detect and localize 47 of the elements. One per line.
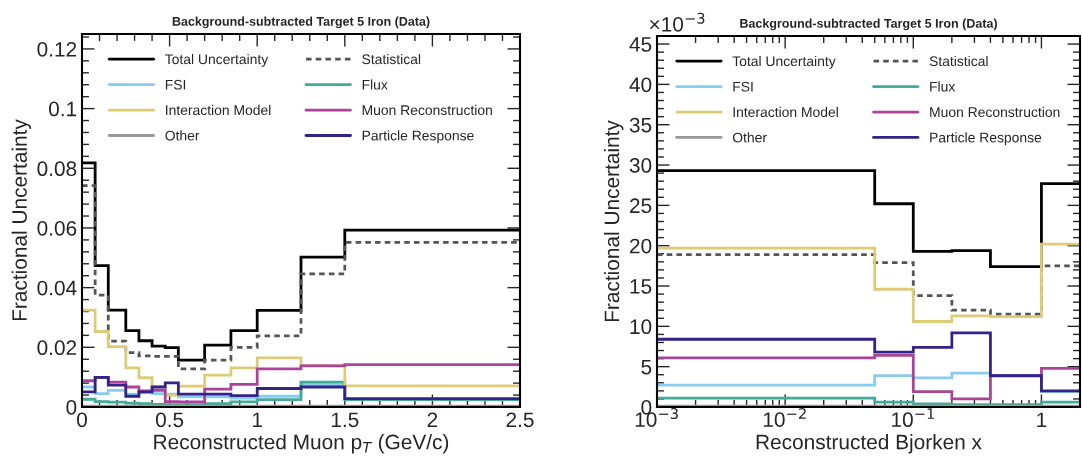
legend-label: Statistical bbox=[929, 55, 988, 67]
legend-label: Muon Reconstruction bbox=[362, 104, 492, 116]
x-tick-label: 2 bbox=[427, 412, 438, 427]
legend-label: Flux bbox=[362, 79, 388, 90]
x-tick-label: 1.5 bbox=[331, 412, 359, 428]
x-axis-title: Reconstructed Bjorken x bbox=[756, 434, 982, 454]
y-tick-label: 20 bbox=[630, 238, 652, 254]
y-tick-label: 30 bbox=[629, 158, 652, 173]
text: ×10$^{−3}$ bbox=[649, 12, 705, 32]
y-tick-label: 0.06 bbox=[37, 220, 77, 236]
chart-title: Background-subtracted Target 5 Iron (Data) bbox=[172, 16, 430, 29]
y-tick-label: 0.04 bbox=[37, 280, 77, 296]
x-tick-label: 1 bbox=[253, 412, 262, 427]
x-tick-label: 2.5 bbox=[506, 412, 534, 428]
y-tick-label: 45 bbox=[629, 37, 652, 52]
legend-label: Total Uncertainty bbox=[732, 55, 836, 69]
y-tick-label: 35 bbox=[629, 117, 652, 133]
legend-label: FSI bbox=[733, 81, 753, 92]
legend-label: Particle Response bbox=[930, 132, 1042, 146]
x-tick-label: 1 bbox=[1037, 412, 1047, 427]
y-tick-label: 40 bbox=[629, 77, 652, 93]
y-tick-label: 0.1 bbox=[48, 101, 77, 117]
legend-label: Interaction Model bbox=[733, 106, 838, 118]
legend-label: Particle Response bbox=[362, 130, 474, 144]
y-tick-label: 0.12 bbox=[37, 41, 77, 57]
x-tick-label: 10$^{−1}$ bbox=[892, 408, 934, 428]
legend-label: Statistical bbox=[362, 53, 421, 65]
legend-label: Other bbox=[732, 132, 767, 143]
legend-label: FSI bbox=[165, 79, 186, 90]
x-tick-label: 10$^{−2}$ bbox=[763, 408, 806, 427]
legend-label: Muon Reconstruction bbox=[930, 106, 1060, 118]
y-tick-label: 0.08 bbox=[37, 161, 77, 177]
y-axis-title: Fractional Uncertainty bbox=[603, 120, 624, 322]
legend-label: Interaction Model bbox=[166, 104, 271, 116]
y-tick-label: 10 bbox=[630, 319, 652, 335]
y-axis-title: Fractional Uncertainty bbox=[11, 119, 32, 321]
y-tick-label: 25 bbox=[630, 198, 652, 214]
x-axis-title: Reconstructed Muon p$_{T}$ (GeV/c) bbox=[154, 434, 449, 454]
legend-label: Flux bbox=[930, 81, 956, 92]
y-tick-label: 5 bbox=[641, 359, 652, 375]
y-tick-label: 0.02 bbox=[37, 340, 77, 356]
legend-label: Total Uncertainty bbox=[165, 53, 269, 67]
x-tick-label: 0.5 bbox=[155, 412, 184, 428]
x-tick-label: 0 bbox=[77, 412, 87, 428]
y-tick-label: 15 bbox=[630, 279, 652, 294]
chart-title: Background-subtracted Target 5 Iron (Data) bbox=[740, 18, 997, 31]
legend-label: Other bbox=[165, 130, 200, 141]
